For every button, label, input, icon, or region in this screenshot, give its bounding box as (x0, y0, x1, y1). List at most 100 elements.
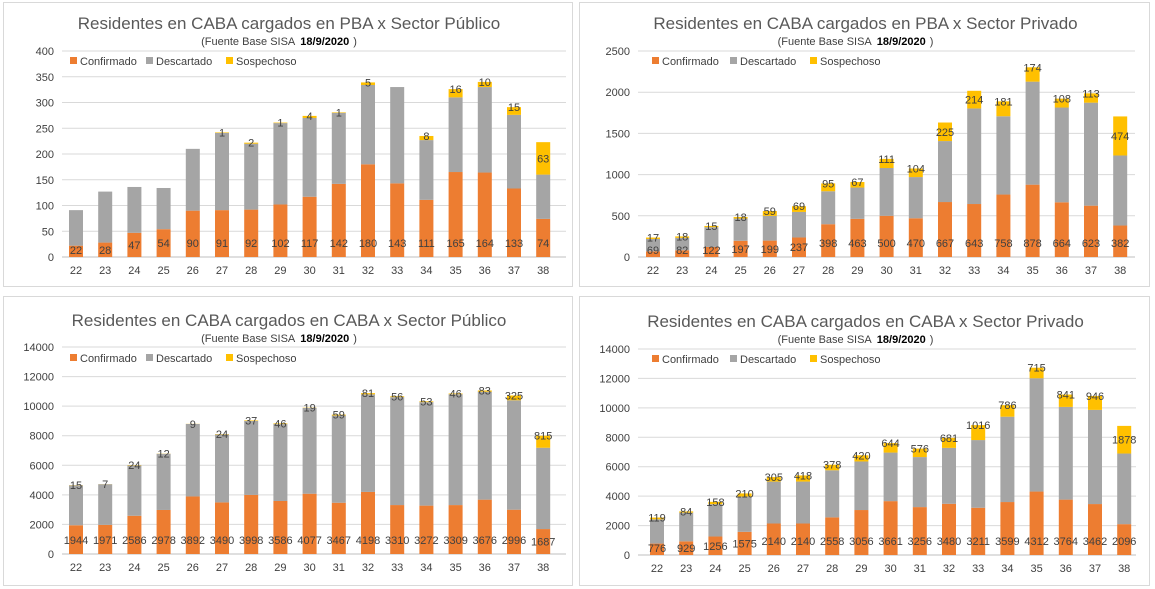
data-label-confirmado: 3490 (210, 535, 234, 547)
bar-descartado (507, 400, 521, 510)
bar-descartado (675, 237, 690, 251)
data-label-confirmado: 102 (271, 238, 289, 250)
x-tick-label: 23 (680, 563, 692, 575)
bar-sospechoso (854, 455, 869, 462)
data-label-sospechoso: 225 (936, 127, 954, 139)
bar-descartado (156, 453, 171, 510)
data-label-sospechoso: 10 (479, 77, 491, 89)
data-label-sospechoso: 210 (735, 488, 753, 500)
legend-swatch-confirmado (70, 57, 77, 64)
legend-label-descartado: Descartado (740, 56, 796, 68)
bar-sospechoso (938, 122, 952, 142)
bar-sospechoso (244, 142, 259, 144)
bar-confirmado (1117, 524, 1132, 555)
bar-confirmado (419, 505, 434, 554)
bar-descartado (704, 227, 719, 247)
x-tick-label: 30 (303, 265, 315, 277)
bar-sospechoso (1084, 93, 1098, 103)
data-label-sospechoso: 56 (391, 391, 403, 403)
legend-label-sospechoso: Sospechoso (236, 56, 297, 68)
x-tick-label: 32 (939, 265, 951, 277)
x-tick-label: 22 (70, 562, 82, 574)
data-label-sospechoso: 644 (881, 438, 899, 450)
data-label-sospechoso: 113 (1082, 88, 1100, 100)
subtitle-close: ) (353, 36, 357, 48)
data-label-confirmado: 3256 (908, 536, 932, 548)
x-tick-label: 24 (705, 265, 717, 277)
legend-swatch-sospechoso (810, 355, 817, 362)
bar-descartado (733, 218, 748, 241)
x-tick-label: 35 (449, 562, 461, 574)
data-label-confirmado: 69 (647, 245, 659, 257)
chart-title: Residentes en CABA cargados en CABA x Se… (72, 311, 507, 330)
data-label-confirmado: 623 (1082, 238, 1100, 250)
x-tick-label: 25 (157, 562, 169, 574)
data-label-confirmado: 237 (790, 242, 808, 254)
data-label-confirmado: 3467 (327, 535, 351, 547)
bar-confirmado (215, 502, 229, 554)
y-tick-label: 2000 (606, 521, 630, 533)
x-tick-label: 29 (855, 563, 867, 575)
data-label-sospechoso: 67 (851, 177, 863, 189)
bar-descartado (419, 402, 434, 506)
bar-confirmado (942, 503, 956, 555)
bar-descartado (536, 447, 551, 530)
x-tick-label: 38 (537, 562, 549, 574)
bar-sospechoso (737, 493, 752, 497)
legend-swatch-descartado (146, 57, 153, 64)
bar-confirmado (850, 218, 865, 257)
subtitle-date: 18/9/2020 (877, 334, 926, 346)
bar-confirmado (971, 507, 986, 555)
bar-descartado (98, 191, 113, 243)
bar-descartado (996, 116, 1011, 195)
bar-sospechoso (1058, 394, 1073, 407)
bar-sospechoso (477, 390, 492, 392)
x-tick-label: 23 (99, 562, 111, 574)
chart-subtitle: (Fuente Base SISA 18/9/2020) (778, 334, 934, 346)
x-tick-label: 26 (187, 265, 199, 277)
bar-confirmado (1058, 499, 1073, 555)
x-tick-label: 36 (479, 265, 491, 277)
bar-confirmado (536, 529, 551, 554)
x-tick-label: 32 (362, 562, 374, 574)
y-tick-label: 350 (36, 72, 54, 84)
bar-descartado (331, 415, 346, 503)
data-label-sospechoso: 5 (365, 77, 371, 89)
x-tick-label: 27 (216, 265, 228, 277)
bar-descartado (912, 457, 927, 508)
data-label-sospechoso: 83 (479, 385, 491, 397)
bar-confirmado (273, 500, 288, 554)
y-tick-label: 0 (48, 549, 54, 561)
bar-descartado (361, 394, 375, 492)
x-tick-label: 28 (245, 562, 257, 574)
chart-subtitle: (Fuente Base SISA 18/9/2020) (201, 36, 357, 48)
legend-swatch-sospechoso (226, 354, 233, 361)
data-label-sospechoso: 420 (852, 450, 870, 462)
y-tick-label: 0 (624, 550, 630, 562)
data-label-confirmado: 180 (359, 238, 377, 250)
bar-sospechoso (244, 420, 259, 421)
y-tick-label: 12000 (599, 373, 630, 385)
data-label-confirmado: 3764 (1054, 536, 1078, 548)
subtitle-close: ) (930, 334, 934, 346)
data-label-confirmado: 4312 (1024, 536, 1048, 548)
data-label-confirmado: 463 (848, 238, 866, 250)
x-tick-label: 25 (738, 563, 750, 575)
chart-caba-privado: Residentes en CABA cargados en CABA x Se… (599, 312, 1136, 575)
data-label-sospechoso: 418 (794, 470, 812, 482)
x-tick-label: 26 (764, 265, 776, 277)
bar-descartado (69, 210, 83, 246)
y-tick-label: 14000 (599, 344, 630, 356)
data-label-confirmado: 82 (676, 245, 688, 257)
bar-descartado (1084, 102, 1098, 206)
bar-descartado (1113, 155, 1128, 226)
bar-descartado (1058, 406, 1073, 500)
bar-descartado (127, 465, 142, 516)
data-label-sospechoso: 1 (219, 127, 225, 139)
x-tick-label: 23 (99, 265, 111, 277)
x-tick-label: 24 (709, 563, 721, 575)
bar-confirmado (331, 183, 346, 257)
bar-confirmado (477, 172, 492, 257)
data-label-confirmado: 878 (1023, 238, 1041, 250)
bar-descartado (98, 484, 113, 525)
